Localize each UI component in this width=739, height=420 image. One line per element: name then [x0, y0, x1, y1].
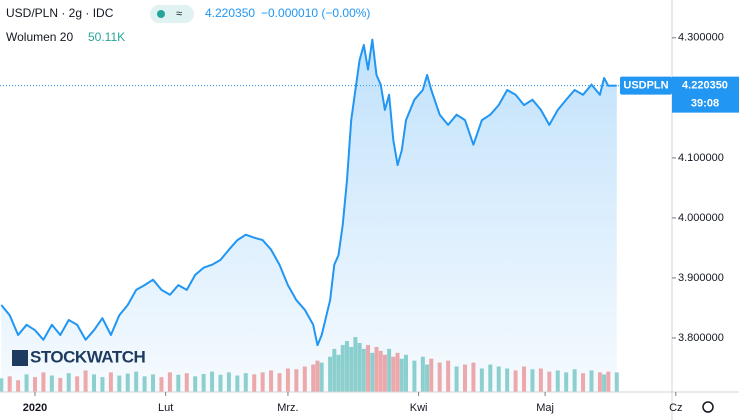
y-tick-label: 4.000000 [678, 212, 724, 224]
price-line [0, 38, 617, 347]
settings-icon[interactable] [702, 401, 714, 413]
price-tag-bg [672, 76, 739, 113]
x-tick-label: Lut [158, 402, 173, 414]
x-tick-label: Kwi [410, 402, 428, 414]
price-change: −0.000010 (−0.00%) [261, 6, 370, 20]
volume-value: 50.11K [88, 30, 125, 44]
x-tick-label: Mrz. [277, 402, 298, 414]
price-layer [0, 38, 672, 392]
x-tick-label: Cz [669, 402, 682, 414]
legend-wave: ≈ [176, 8, 182, 20]
area-fill [1, 39, 617, 392]
volume-label: Wolumen 20 [6, 30, 73, 44]
x-tick-label: Maj [536, 402, 554, 414]
price-tag: 4.220350 [682, 80, 728, 92]
countdown: 39:08 [691, 98, 719, 110]
y-tick-label: 3.900000 [678, 272, 724, 284]
logo: STOCKWATCH [30, 347, 145, 366]
y-tick-label: 4.100000 [678, 152, 724, 164]
price-value: 4.220350 [205, 6, 255, 20]
symbol-tag: USDPLN [623, 80, 668, 92]
legend-toggle[interactable] [150, 5, 194, 23]
x-tick-label: 2020 [23, 402, 47, 414]
y-tick-label: 4.300000 [678, 32, 724, 44]
symbol-tag-bg [620, 76, 672, 95]
legend-dot [157, 10, 165, 18]
y-tick-label: 3.800000 [678, 332, 724, 344]
logo-icon [12, 350, 28, 366]
chart-title: USD/PLN · 2g · IDC [6, 6, 114, 20]
axes: 3.800000 3.900000 4.000000 4.100000 4.300000… [23, 32, 739, 414]
